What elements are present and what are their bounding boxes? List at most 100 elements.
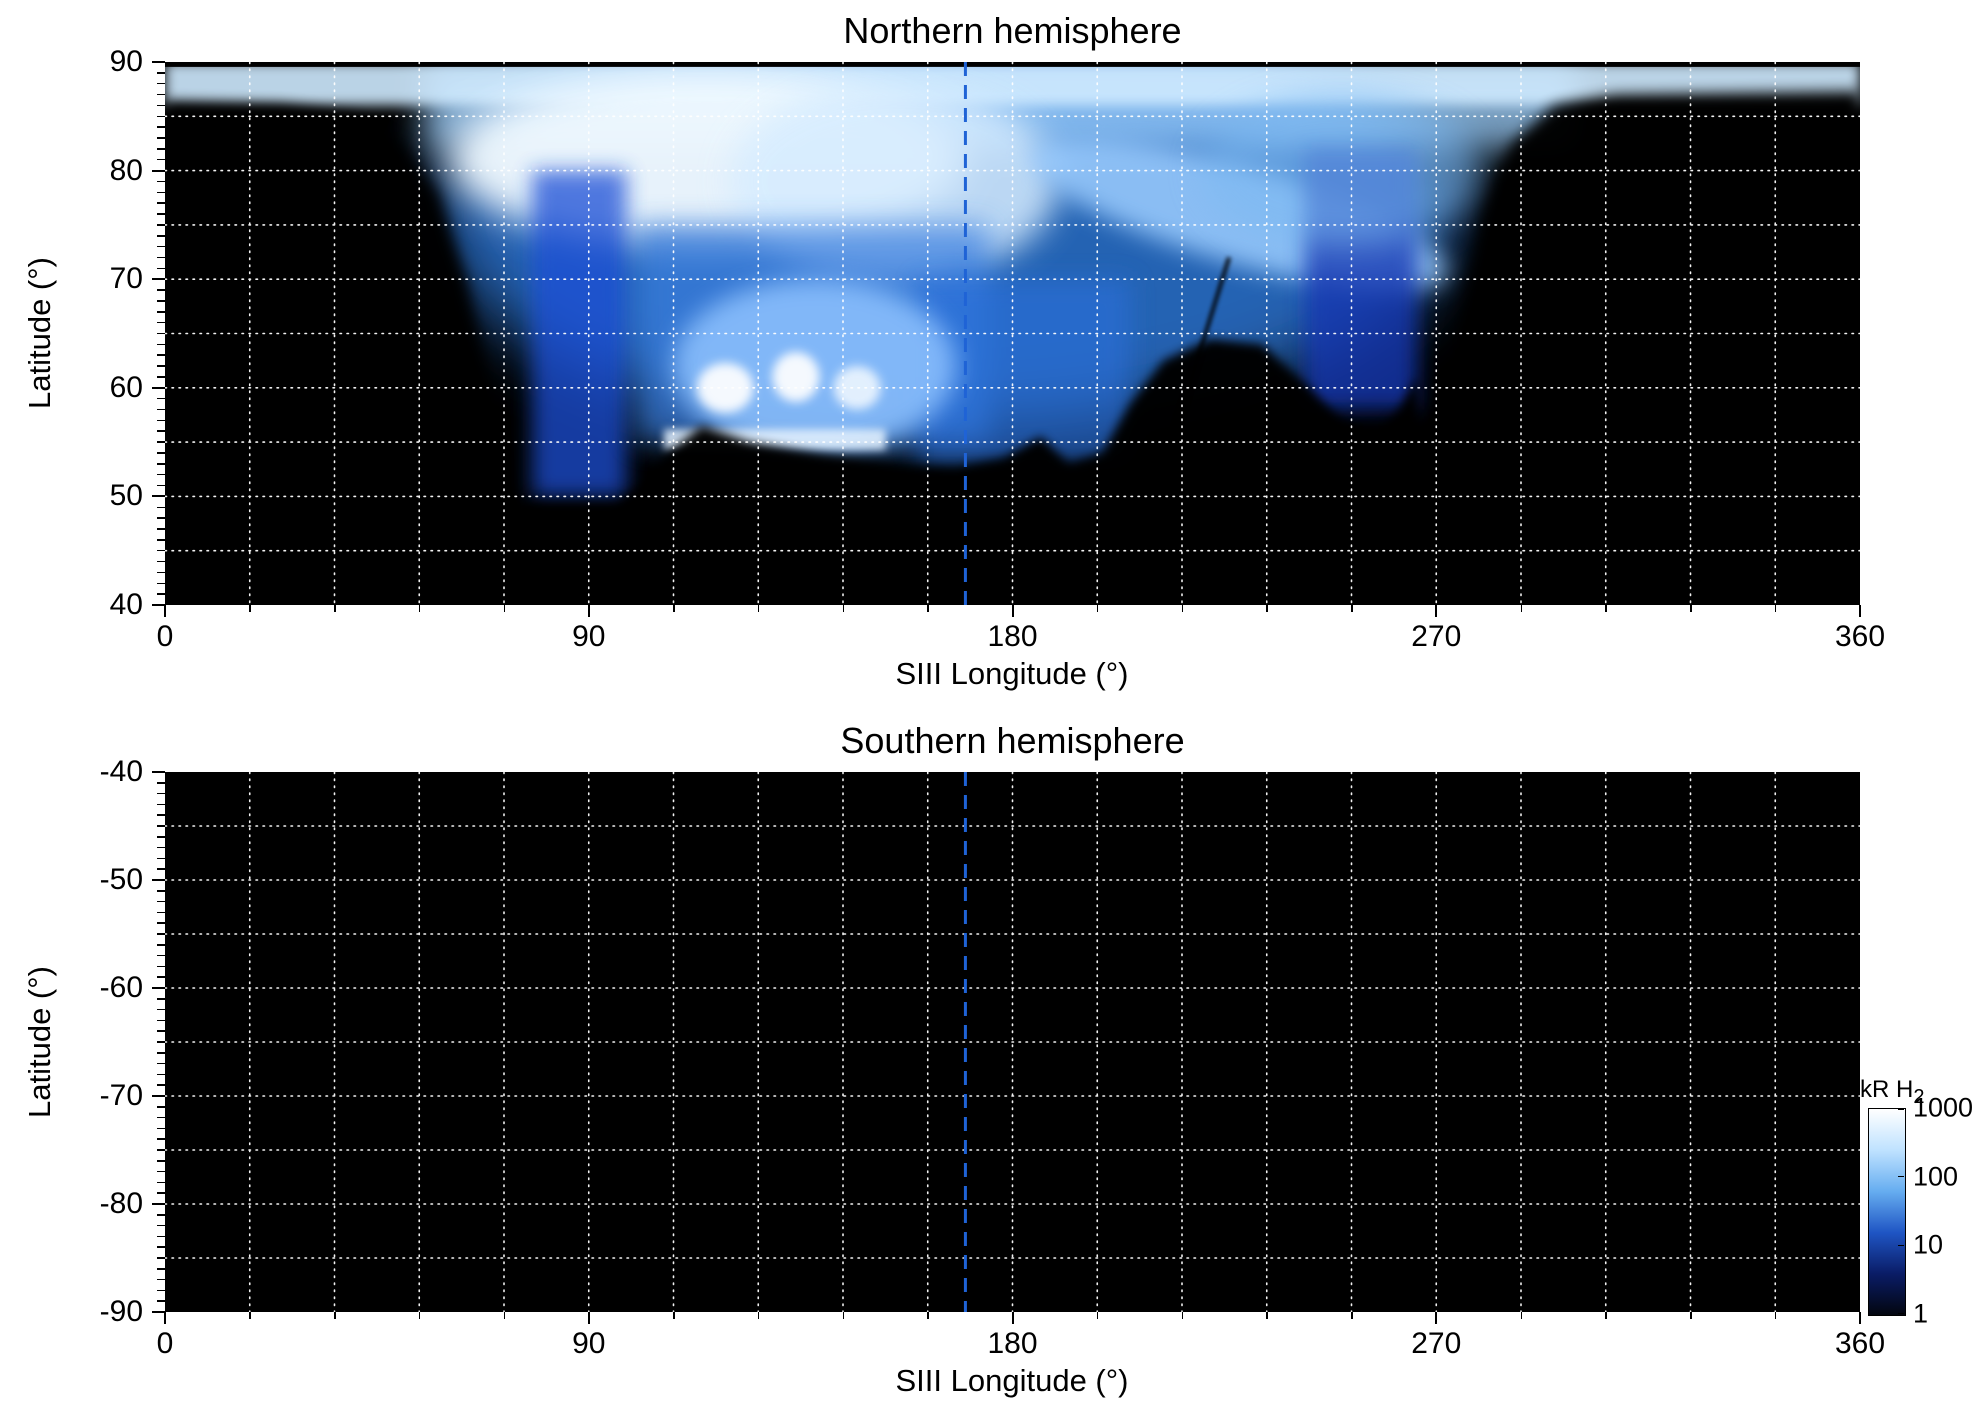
y-minor-tick-mark	[157, 965, 165, 968]
y-minor-tick-mark	[157, 93, 165, 96]
south-y-axis-label: Latitude (°)	[22, 966, 57, 1118]
x-tick-label: 270	[1411, 1327, 1462, 1360]
x-minor-tick-mark	[1266, 1312, 1268, 1319]
y-minor-tick-mark	[157, 1224, 165, 1227]
colorbar	[1868, 1108, 1906, 1316]
y-minor-tick-mark	[157, 126, 165, 128]
x-minor-tick-mark	[1605, 1312, 1607, 1319]
y-minor-tick-mark	[157, 408, 165, 411]
y-tick-label: -70	[99, 1079, 143, 1112]
colorbar-tick-label: 1000	[1913, 1092, 1974, 1123]
colorbar-title-subscript: 2	[1913, 1085, 1925, 1108]
x-tick-mark	[1435, 1312, 1438, 1324]
y-minor-tick-mark	[157, 857, 165, 860]
y-minor-tick-mark	[157, 72, 165, 74]
y-minor-tick-mark	[157, 473, 165, 476]
x-tick-label: 90	[572, 1327, 606, 1360]
y-minor-tick-mark	[157, 528, 165, 530]
y-minor-tick-mark	[157, 792, 165, 795]
y-tick-label: 70	[109, 262, 143, 296]
x-tick-label: 0	[156, 1327, 174, 1360]
y-minor-tick-mark	[157, 82, 165, 85]
colorbar-tick-mark	[1898, 1244, 1904, 1247]
y-minor-tick-mark	[157, 549, 165, 552]
x-minor-tick-mark	[1096, 1312, 1099, 1319]
y-minor-tick-mark	[157, 582, 165, 585]
y-minor-tick-mark	[157, 104, 165, 107]
y-minor-tick-mark	[157, 1008, 165, 1011]
x-tick-mark	[1859, 605, 1861, 617]
x-minor-tick-mark	[1266, 605, 1268, 612]
south-aurora-canvas	[165, 772, 1860, 1312]
x-minor-tick-mark	[334, 1312, 336, 1319]
y-minor-tick-mark	[157, 1041, 165, 1043]
y-minor-tick-mark	[157, 224, 165, 226]
y-minor-tick-mark	[157, 890, 165, 892]
y-tick-mark	[152, 771, 165, 773]
x-minor-tick-mark	[927, 605, 929, 612]
y-minor-tick-mark	[157, 998, 165, 1000]
y-minor-tick-mark	[157, 397, 165, 400]
y-minor-tick-mark	[157, 836, 165, 838]
y-minor-tick-mark	[157, 825, 165, 827]
y-minor-tick-mark	[157, 1257, 165, 1259]
y-minor-tick-mark	[157, 1268, 165, 1270]
north-heatmap-panel	[165, 62, 1860, 605]
y-minor-tick-mark	[157, 1170, 165, 1173]
y-minor-tick-mark	[157, 1138, 165, 1140]
y-tick-label: 40	[109, 588, 143, 621]
x-tick-label: 180	[987, 1327, 1038, 1360]
y-minor-tick-mark	[157, 954, 165, 957]
y-tick-label: -50	[99, 863, 143, 896]
x-minor-tick-mark	[249, 605, 251, 612]
y-minor-tick-mark	[157, 267, 165, 270]
y-tick-mark	[152, 386, 165, 389]
x-tick-mark	[1011, 1312, 1014, 1324]
y-tick-mark	[152, 278, 165, 281]
x-tick-mark	[1011, 605, 1014, 617]
x-tick-mark	[1435, 605, 1438, 617]
y-minor-tick-mark	[157, 1073, 165, 1076]
x-minor-tick-mark	[757, 1312, 760, 1319]
y-minor-tick-mark	[157, 343, 165, 346]
y-tick-label: 90	[109, 45, 143, 78]
y-minor-tick-mark	[157, 321, 165, 324]
y-minor-tick-mark	[157, 1278, 165, 1281]
y-minor-tick-mark	[157, 365, 165, 367]
x-minor-tick-mark	[1774, 1312, 1777, 1319]
x-minor-tick-mark	[1520, 605, 1522, 612]
y-minor-tick-mark	[157, 354, 165, 356]
x-minor-tick-mark	[1774, 605, 1777, 612]
y-minor-tick-mark	[157, 944, 165, 946]
y-minor-tick-mark	[157, 933, 165, 935]
y-minor-tick-mark	[157, 441, 165, 443]
y-minor-tick-mark	[157, 1160, 165, 1162]
y-minor-tick-mark	[157, 311, 165, 313]
x-minor-tick-mark	[503, 605, 505, 612]
y-minor-tick-mark	[157, 245, 165, 248]
y-minor-tick-mark	[157, 814, 165, 816]
y-minor-tick-mark	[157, 539, 165, 541]
y-minor-tick-mark	[157, 158, 165, 161]
x-minor-tick-mark	[1181, 1312, 1183, 1319]
colorbar-title-text: kR H	[1860, 1076, 1914, 1103]
y-tick-label: 80	[109, 153, 143, 187]
colorbar-tick-label: 1	[1913, 1298, 1929, 1329]
y-minor-tick-mark	[157, 115, 165, 118]
x-minor-tick-mark	[418, 1312, 421, 1319]
north-y-axis-label: Latitude (°)	[22, 257, 57, 409]
y-tick-label: -40	[99, 755, 143, 788]
y-tick-label: -80	[99, 1187, 143, 1220]
y-minor-tick-mark	[157, 1214, 165, 1216]
y-minor-tick-mark	[157, 803, 165, 806]
x-tick-label: 0	[156, 620, 174, 653]
y-minor-tick-mark	[157, 180, 165, 183]
y-tick-mark	[152, 495, 165, 498]
south-heatmap-panel	[165, 772, 1860, 1312]
colorbar-tick-mark	[1898, 1175, 1904, 1178]
colorbar-tick-label: 100	[1913, 1161, 1959, 1192]
y-tick-mark	[152, 169, 165, 172]
y-minor-tick-mark	[157, 1192, 165, 1194]
colorbar-tick-mark	[1898, 1108, 1904, 1110]
